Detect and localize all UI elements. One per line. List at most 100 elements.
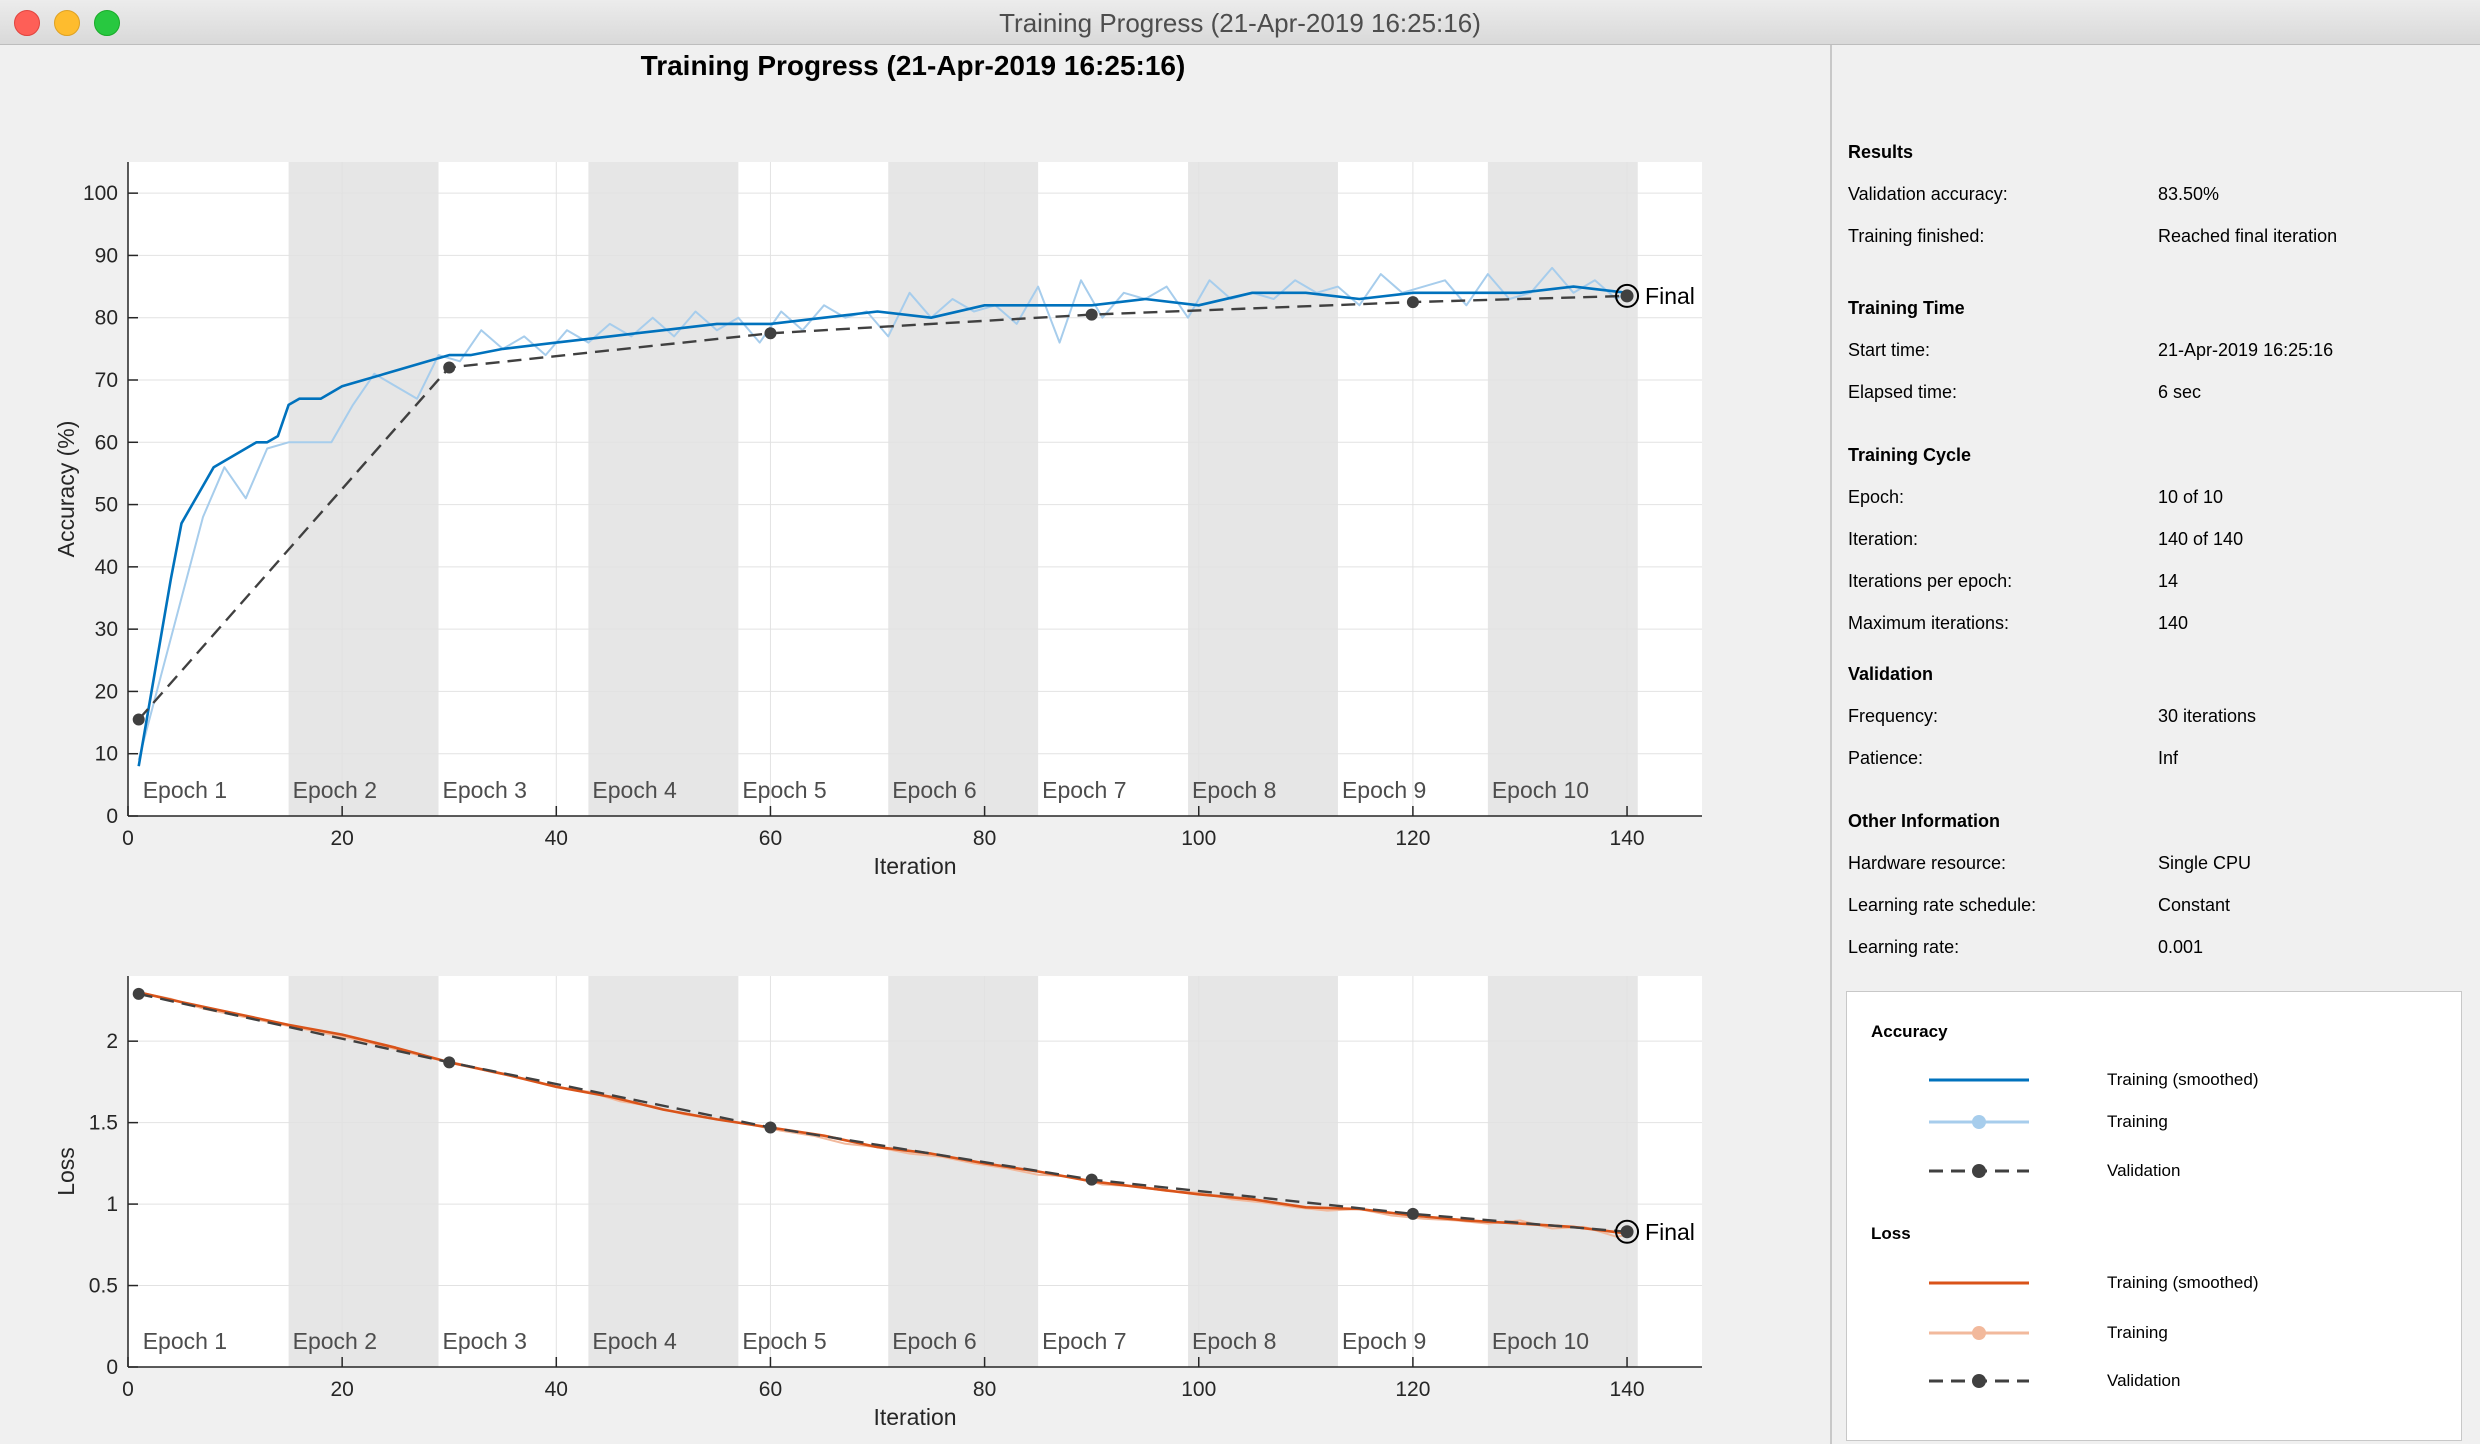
legend-item-loss-validation: Validation: [1917, 1366, 2457, 1396]
epoch-label: Epoch 9: [1342, 777, 1426, 803]
training-progress-figure: Training Progress (21-Apr-2019 16:25:16)…: [0, 45, 1830, 1444]
legend-item-loss-training: Training: [1917, 1318, 2457, 1348]
epoch-label: Epoch 6: [892, 1328, 976, 1354]
info-row: Maximum iterations: 140: [1848, 602, 2468, 644]
info-key: Frequency:: [1848, 695, 1938, 737]
epoch-band: [588, 976, 738, 1367]
epoch-label: Epoch 8: [1192, 777, 1276, 803]
epoch-label: Epoch 1: [143, 1328, 227, 1354]
y-tick-label: 60: [95, 431, 118, 454]
info-section: Other Information Hardware resource: Singl…: [1848, 800, 2468, 968]
epoch-label: Epoch 2: [293, 777, 377, 803]
epoch-label: Epoch 7: [1042, 777, 1126, 803]
y-axis-label: Accuracy (%): [53, 421, 79, 558]
x-tick-label: 60: [759, 1378, 782, 1401]
legend-loss-heading: Loss: [1871, 1224, 1911, 1244]
epoch-label: Epoch 10: [1492, 777, 1589, 803]
info-value: 83.50%: [2158, 173, 2219, 215]
info-panel: Results Validation accuracy: 83.50% Trainin…: [1830, 45, 2480, 1444]
x-tick-label: 120: [1395, 827, 1430, 850]
epoch-band: [1188, 162, 1338, 816]
epoch-band: [1188, 976, 1338, 1367]
info-key: Training finished:: [1848, 215, 1984, 257]
final-label: Final: [1645, 1219, 1695, 1245]
y-tick-label: 10: [95, 743, 118, 766]
info-row: Frequency: 30 iterations: [1848, 695, 2468, 737]
x-tick-label: 40: [545, 1378, 568, 1401]
info-key: Iteration:: [1848, 518, 1918, 560]
legend-item-accuracy-validation: Validation: [1917, 1156, 2457, 1186]
epoch-label: Epoch 10: [1492, 1328, 1589, 1354]
info-row: Patience: Inf: [1848, 737, 2468, 779]
info-row: Iteration: 140 of 140: [1848, 518, 2468, 560]
epoch-label: Epoch 5: [742, 1328, 826, 1354]
info-row: Learning rate schedule: Constant: [1848, 884, 2468, 926]
y-tick-label: 1: [106, 1193, 118, 1216]
y-tick-label: 80: [95, 307, 118, 330]
info-row: Learning rate: 0.001: [1848, 926, 2468, 968]
x-tick-label: 80: [973, 1378, 996, 1401]
x-tick-label: 60: [759, 827, 782, 850]
info-value: 30 iterations: [2158, 695, 2256, 737]
info-value: 10 of 10: [2158, 476, 2223, 518]
y-tick-label: 0: [106, 805, 118, 828]
x-tick-label: 40: [545, 827, 568, 850]
validation-point: [133, 713, 145, 725]
y-tick-label: 100: [83, 182, 118, 205]
info-key: Learning rate schedule:: [1848, 884, 2036, 926]
validation-point: [133, 988, 145, 1000]
y-axis-label: Loss: [53, 1147, 79, 1196]
info-value: 140: [2158, 602, 2188, 644]
x-tick-label: 100: [1181, 1378, 1216, 1401]
y-tick-label: 0.5: [89, 1275, 118, 1298]
training-plots: Training Progress (21-Apr-2019 16:25:16)…: [0, 45, 1830, 1444]
x-tick-label: 0: [122, 1378, 134, 1401]
info-section: Results Validation accuracy: 83.50% Trainin…: [1848, 131, 2468, 257]
epoch-label: Epoch 8: [1192, 1328, 1276, 1354]
epoch-band: [888, 162, 1038, 816]
x-axis-label: Iteration: [873, 853, 956, 879]
epoch-band: [1488, 162, 1638, 816]
epoch-label: Epoch 7: [1042, 1328, 1126, 1354]
info-key: Learning rate:: [1848, 926, 1959, 968]
info-value: 21-Apr-2019 16:25:16: [2158, 329, 2333, 371]
x-tick-label: 140: [1610, 1378, 1645, 1401]
info-row: Epoch: 10 of 10: [1848, 476, 2468, 518]
epoch-label: Epoch 9: [1342, 1328, 1426, 1354]
validation-point: [1086, 309, 1098, 321]
info-key: Epoch:: [1848, 476, 1904, 518]
info-key: Patience:: [1848, 737, 1923, 779]
legend-label: Validation: [2107, 1161, 2180, 1181]
accuracy-plot: Epoch 1 Epoch 2 Epoch 3 Epoch 4 Epoch 5 Epoch…: [53, 162, 1702, 879]
info-row: Iterations per epoch: 14: [1848, 560, 2468, 602]
legend-item-loss-smoothed: Training (smoothed): [1917, 1268, 2457, 1298]
legend-label: Validation: [2107, 1371, 2180, 1391]
info-value: 140 of 140: [2158, 518, 2243, 560]
epoch-label: Epoch 4: [592, 777, 677, 803]
title-bar: Training Progress (21-Apr-2019 16:25:16): [0, 0, 2480, 45]
legend-item-accuracy-smoothed: Training (smoothed): [1917, 1065, 2457, 1095]
info-section-heading: Other Information: [1848, 800, 2468, 842]
info-value: Constant: [2158, 884, 2230, 926]
epoch-band: [289, 976, 439, 1367]
info-row: Hardware resource: Single CPU: [1848, 842, 2468, 884]
legend-label: Training (smoothed): [2107, 1273, 2259, 1293]
info-key: Elapsed time:: [1848, 371, 1957, 413]
x-axis-label: Iteration: [873, 1404, 956, 1430]
info-value: Reached final iteration: [2158, 215, 2337, 257]
window-title: Training Progress (21-Apr-2019 16:25:16): [0, 8, 2480, 39]
final-marker-dot: [1621, 1225, 1634, 1238]
info-key: Maximum iterations:: [1848, 602, 2009, 644]
final-label: Final: [1645, 283, 1695, 309]
epoch-band: [1488, 976, 1638, 1367]
x-tick-label: 140: [1610, 827, 1645, 850]
figure-title: Training Progress (21-Apr-2019 16:25:16): [641, 50, 1186, 81]
x-tick-label: 20: [330, 827, 353, 850]
epoch-label: Epoch 1: [143, 777, 227, 803]
info-key: Start time:: [1848, 329, 1930, 371]
validation-point: [1407, 296, 1419, 308]
y-tick-label: 90: [95, 244, 118, 267]
x-tick-label: 100: [1181, 827, 1216, 850]
legend-label: Training: [2107, 1323, 2168, 1343]
legend-item-accuracy-training: Training: [1917, 1107, 2457, 1137]
